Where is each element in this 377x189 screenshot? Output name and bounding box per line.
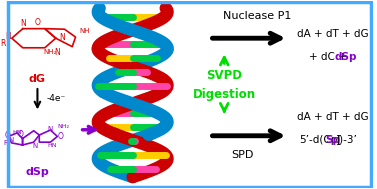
Text: N: N [5,32,11,41]
Text: HN: HN [12,130,22,135]
Text: HN: HN [47,143,57,148]
Text: dG: dG [29,74,46,84]
Text: SPD: SPD [231,149,254,160]
Text: Sp: Sp [326,135,341,145]
Text: O: O [18,130,24,139]
Text: SVPD: SVPD [206,69,242,82]
Text: N: N [20,19,26,28]
Text: dA + dT + dG: dA + dT + dG [297,112,368,122]
Text: dSp: dSp [334,52,357,62]
Text: dA + dT + dG: dA + dT + dG [297,29,368,40]
Text: R: R [0,39,5,48]
Text: O: O [58,132,64,141]
Text: -4e⁻: -4e⁻ [47,94,66,103]
Text: Digestion: Digestion [193,88,256,101]
Text: N: N [59,33,65,43]
Text: N: N [32,143,38,149]
Text: NH: NH [79,29,90,34]
Text: N: N [48,126,53,132]
Text: NH₂: NH₂ [44,50,57,56]
Text: O: O [4,131,10,140]
Text: R: R [3,140,8,146]
Text: O: O [34,18,40,27]
Text: N: N [55,48,60,57]
Text: ])-3’: ])-3’ [336,135,358,145]
Text: Nuclease P1: Nuclease P1 [223,11,291,21]
Text: + dC +: + dC + [308,52,349,62]
Text: dSp: dSp [26,167,49,177]
Text: 5’-d(Cp[: 5’-d(Cp[ [299,135,342,145]
Text: NH₂: NH₂ [58,124,70,129]
Text: N: N [8,137,13,143]
